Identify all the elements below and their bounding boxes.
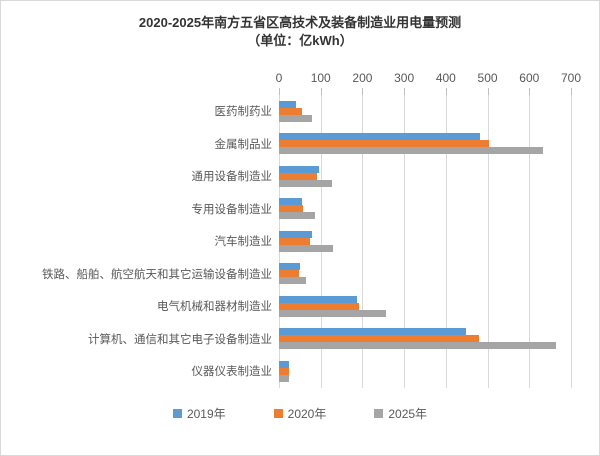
bar-group [279, 128, 571, 161]
category-row: 电气机械和器材制造业 [1, 290, 599, 323]
bar-group [279, 355, 571, 388]
category-label: 电气机械和器材制造业 [157, 301, 272, 314]
bar-2025年 [279, 212, 315, 220]
legend-item: 2020年 [273, 405, 327, 422]
axis-tick-label: 100 [310, 71, 331, 85]
category-row: 金属制品业 [1, 128, 599, 161]
bar-2025年 [279, 114, 312, 122]
bar-2025年 [279, 179, 333, 187]
bar-2020年 [279, 107, 302, 115]
bar-group [279, 193, 571, 226]
legend-label: 2020年 [287, 406, 327, 421]
legend-swatch-icon [172, 408, 182, 418]
bar-2019年 [279, 198, 303, 206]
bar-2020年 [279, 270, 300, 278]
category-label: 专用设备制造业 [191, 203, 273, 216]
bar-2025年 [279, 309, 387, 317]
legend-swatch-icon [273, 408, 283, 418]
category-label: 金属制品业 [214, 138, 273, 151]
bar-2019年 [279, 263, 301, 271]
bar-2020年 [279, 335, 480, 343]
axis-tickmark [279, 88, 280, 95]
bar-group [279, 290, 571, 323]
bar-2025年 [279, 147, 543, 155]
axis-tickmark [445, 88, 447, 95]
legend: 2019年 2020年 2025年 [1, 405, 599, 422]
category-row: 医药制药业 [1, 95, 599, 128]
bar-2020年 [279, 237, 310, 245]
axis-tickmark [404, 88, 406, 95]
category-label: 医药制药业 [214, 106, 273, 119]
legend-item: 2025年 [374, 405, 427, 422]
category-row: 通用设备制造业 [1, 160, 599, 193]
chart-title: 2020-2025年南方五省区高技术及装备制造业用电量预测 [138, 15, 462, 30]
category-row: 计算机、通信和其它电子设备制造业 [1, 323, 599, 356]
bar-2025年 [279, 342, 556, 350]
bar-2019年 [279, 360, 289, 368]
category-label: 仪器仪表制造业 [191, 366, 273, 379]
x-axis-labels: 0 100 200 300 400 500 600 700 [1, 71, 599, 86]
grid-line [529, 95, 531, 388]
bar-2020年 [279, 302, 359, 310]
bar-2025年 [279, 374, 290, 382]
axis-tickmark [571, 88, 572, 95]
grid-line [362, 95, 364, 388]
chart-subtitle: （单位：亿kWh） [247, 33, 353, 48]
bar-group [279, 160, 571, 193]
category-label: 计算机、通信和其它电子设备制造业 [88, 333, 272, 346]
grid-line [487, 95, 489, 388]
grid-line [445, 95, 447, 388]
bar-group [279, 95, 571, 128]
axis-tickmark [529, 88, 531, 95]
axis-tick-label: 200 [352, 71, 373, 85]
legend-item: 2019年 [172, 405, 226, 422]
category-row: 仪器仪表制造业 [1, 355, 599, 388]
bar-2019年 [279, 133, 481, 141]
bar-2020年 [279, 140, 490, 148]
category-label: 通用设备制造业 [191, 171, 273, 184]
category-label: 汽车制造业 [214, 236, 273, 249]
grid-line [571, 95, 572, 388]
legend-label: 2025年 [388, 406, 428, 421]
category-row: 专用设备制造业 [1, 193, 599, 226]
category-row: 铁路、船舶、航空航天和其它运输设备制造业 [1, 258, 599, 291]
axis-tick-label: 600 [519, 71, 540, 85]
bar-group [279, 225, 571, 258]
category-label: 铁路、船舶、航空航天和其它运输设备制造业 [42, 268, 272, 281]
grid-line [404, 95, 406, 388]
plot-area: 医药制药业金属制品业通用设备制造业 专用设备制造业汽车制造业铁路、船舶、航空航天和… [1, 95, 599, 388]
bar-2025年 [279, 277, 306, 285]
axis-tick-label: 400 [435, 71, 456, 85]
legend-swatch-icon [374, 408, 384, 418]
axis-tickmark [362, 88, 364, 95]
bar-2019年 [279, 230, 312, 238]
bar-2019年 [279, 100, 296, 108]
bar-2019年 [279, 328, 466, 336]
axis-tickmark [487, 88, 489, 95]
axis-tick-label: 700 [560, 71, 582, 85]
bar-2025年 [279, 244, 334, 252]
axis-tick-label: 500 [477, 71, 498, 85]
bar-2019年 [279, 295, 357, 303]
axis-tickmark [320, 88, 322, 95]
bar-2020年 [279, 172, 317, 180]
grid-line [320, 95, 322, 388]
bar-2019年 [279, 165, 319, 173]
bar-2020年 [279, 205, 304, 213]
bar-2020年 [279, 367, 289, 375]
bar-group [279, 323, 571, 356]
axis-tick-label: 0 [275, 71, 283, 85]
legend-label: 2019年 [186, 406, 226, 421]
axis-tick-label: 300 [394, 71, 415, 85]
category-row: 汽车制造业 [1, 225, 599, 258]
x-axis-tickmarks [1, 86, 599, 95]
bar-group [279, 258, 571, 291]
